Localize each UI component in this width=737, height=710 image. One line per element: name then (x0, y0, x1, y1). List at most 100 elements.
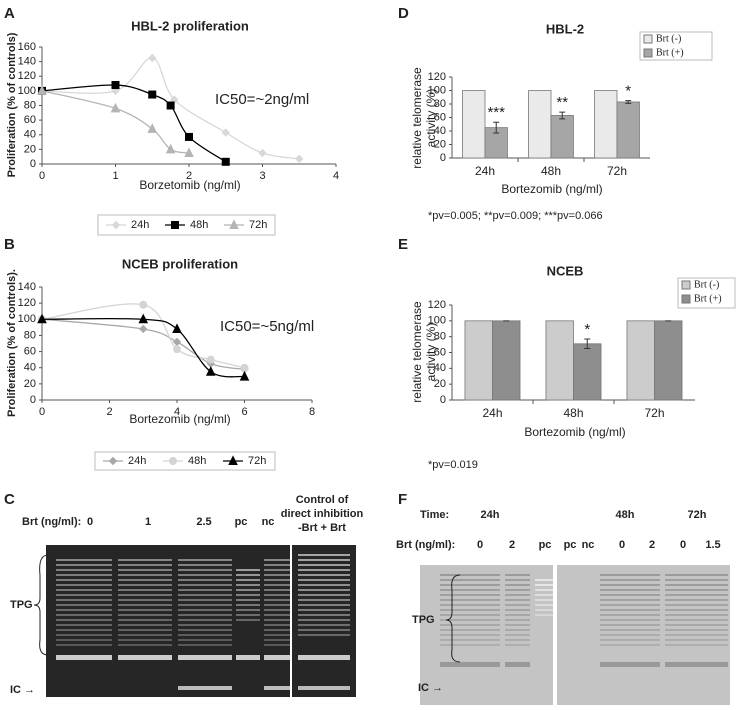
panel-letter: E (398, 236, 408, 253)
chart-title: NCEB (547, 263, 584, 278)
marker (206, 355, 215, 364)
marker (229, 219, 239, 229)
legend-label: Brt (-) (656, 33, 681, 44)
marker (148, 53, 157, 63)
y-tick-label: 40 (434, 362, 446, 374)
marker (111, 86, 120, 96)
y-tick-label: 20 (24, 378, 36, 390)
marker (228, 455, 238, 465)
bar (573, 343, 602, 401)
footnote: *pv=0.005; **pv=0.009; ***pv=0.066 (428, 210, 603, 222)
gel-band (440, 662, 500, 667)
legend-label: Brt (-) (694, 279, 719, 290)
legend-swatch (681, 294, 691, 304)
x-tick-label: 4 (174, 406, 180, 418)
marker (37, 313, 47, 324)
legend-label: Brt (+) (656, 47, 684, 58)
chart-title: HBL-2 (546, 21, 584, 36)
marker (171, 221, 179, 229)
control-label: -Brt + Brt (298, 522, 346, 534)
legend-swatch (681, 280, 691, 290)
panel-letter: A (4, 5, 15, 22)
y-tick-label: 100 (428, 315, 446, 327)
x-tick-label: 0 (39, 406, 45, 418)
chart-title: NCEB proliferation (122, 256, 238, 271)
gel-band (118, 655, 172, 660)
legend-label: 24h (128, 455, 146, 467)
y-tick-label: 60 (434, 111, 446, 123)
y-tick-label: 80 (434, 98, 446, 110)
brace (445, 574, 461, 663)
x-tick-label: 24h (482, 406, 502, 420)
significance: * (584, 321, 590, 338)
y-tick-label: 120 (18, 297, 36, 309)
panel-letter: D (398, 5, 409, 22)
footnote: *pv=0.019 (428, 459, 478, 471)
bar (528, 90, 552, 159)
marker (138, 313, 149, 324)
x-tick-label: 2 (186, 170, 192, 182)
y-axis-label: activity (%) (424, 323, 438, 382)
x-tick-label: 8 (309, 406, 315, 418)
bar (464, 320, 493, 401)
marker (166, 101, 175, 110)
brt-label: Brt (ng/ml): (396, 539, 455, 551)
marker (221, 128, 230, 137)
y-tick-label: 40 (24, 129, 36, 141)
y-axis-label: Proliferation (% of controls). (6, 269, 18, 417)
y-axis-label: relative telomerase (410, 301, 424, 403)
y-tick-label: 120 (428, 71, 446, 83)
lane-label: nc (262, 516, 275, 528)
time-value: 48h (616, 509, 635, 521)
error-bar (584, 338, 591, 350)
gel-band (264, 686, 290, 690)
marker (169, 457, 177, 465)
bar (462, 90, 486, 159)
lane-label: 0 (477, 539, 483, 551)
lane-label: 1 (145, 516, 151, 528)
y-tick-label: 140 (18, 56, 36, 68)
x-tick-label: 72h (644, 406, 664, 420)
lane-label: pc (539, 539, 552, 551)
lane-label: 2 (649, 539, 655, 551)
y-tick-label: 40 (434, 125, 446, 137)
significance: *** (487, 104, 505, 121)
gel-band (665, 662, 728, 667)
gel-band (298, 686, 350, 690)
bar (616, 101, 640, 159)
lane-label: pc (235, 516, 248, 528)
annotation: IC50=~2ng/ml (215, 91, 309, 108)
x-tick-label: 3 (259, 170, 265, 182)
marker (139, 324, 148, 334)
x-axis-label: Borzetomib (ng/ml) (139, 178, 240, 192)
x-tick-label: 24h (475, 164, 495, 178)
lane-label: pc (564, 539, 577, 551)
y-axis-label: Proliferation (% of controls) (6, 32, 18, 177)
marker (111, 81, 120, 90)
marker (185, 132, 193, 141)
marker (110, 102, 121, 113)
lane-label: 0 (87, 516, 93, 528)
bar (594, 90, 618, 159)
marker (111, 220, 121, 230)
x-axis-label: Bortezomib (ng/ml) (129, 412, 230, 426)
bar (550, 115, 574, 159)
y-tick-label: 100 (18, 85, 36, 97)
brace (33, 554, 49, 656)
tpg-label: TPG (412, 614, 435, 626)
x-tick-label: 48h (541, 164, 561, 178)
y-tick-label: 160 (18, 41, 36, 53)
marker (108, 456, 118, 466)
marker (139, 300, 148, 309)
y-tick-label: 100 (18, 313, 36, 325)
control-label: Control of (296, 494, 349, 506)
ic-label: IC → (418, 682, 443, 694)
y-tick-label: 20 (434, 138, 446, 150)
marker (37, 85, 47, 95)
y-tick-label: 20 (434, 378, 446, 390)
y-axis-label: relative telomerase (410, 67, 424, 169)
bar (492, 320, 521, 401)
y-tick-label: 20 (24, 143, 36, 155)
marker (165, 143, 176, 154)
